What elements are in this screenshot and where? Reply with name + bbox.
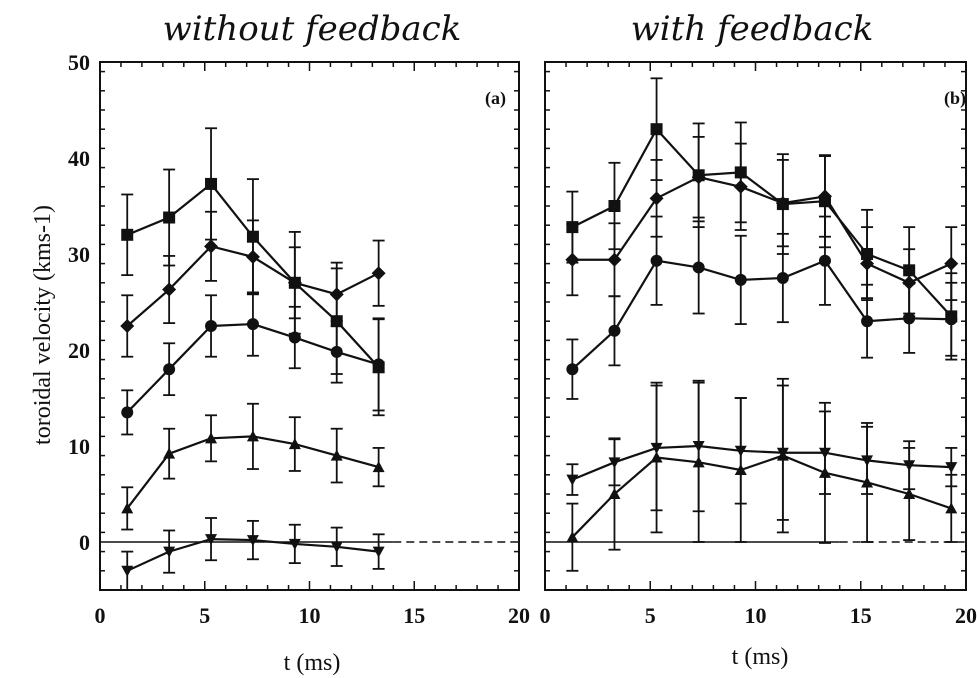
data-point-triangle-up [330,449,343,461]
data-point-circle [818,254,831,267]
data-point-triangle-up [608,488,621,499]
panel-a-plot: 0 5 10 15 20 0 10 20 30 40 50 [68,50,530,628]
data-point-circle [650,254,663,267]
data-point-circle [903,312,916,325]
data-point-diamond [817,189,832,204]
data-point-circle [776,272,789,284]
x-tick-label: 15 [403,603,425,628]
data-point-triangle-up [734,464,747,475]
y-tick-label: 0 [79,530,90,555]
y-tick-label: 10 [68,434,90,459]
panel-a-label: (a) [485,88,506,109]
data-point-circle [372,358,385,371]
x-tick-label: 5 [645,603,656,628]
data-point-circle [330,345,343,358]
data-point-triangle-up [945,502,958,514]
data-point-diamond [649,191,664,206]
data-point-circle [566,363,579,376]
data-point-square [205,177,218,190]
data-point-circle [861,315,874,328]
data-point-diamond [902,275,917,290]
series-line-circle [571,259,952,371]
data-point-triangle-down [566,474,579,486]
panel-a-x-axis-label: t (ms) [284,650,341,676]
data-point-diamond [162,282,177,297]
y-tick-label: 50 [68,50,90,75]
panel-b-x-axis-label: t (ms) [732,644,789,670]
panel-b-label: (b) [944,88,966,109]
data-point-circle [692,261,705,274]
y-tick-label: 40 [68,146,90,171]
data-point-triangle-up [205,432,218,444]
data-point-diamond [733,179,748,194]
x-tick-label: 0 [540,603,551,628]
data-point-triangle-up [903,488,916,499]
y-tick-label: 30 [68,242,90,267]
x-tick-label: 10 [299,603,321,628]
data-point-circle [734,273,747,286]
x-tick-label: 20 [508,603,530,628]
data-point-diamond [860,256,875,271]
data-point-circle [288,331,301,344]
x-tick-label: 0 [95,603,106,628]
series-line-triangle-up [571,454,952,538]
data-point-diamond [120,319,135,333]
data-point-diamond [565,252,580,267]
data-point-triangle-up [650,451,663,463]
data-point-triangle-down [163,546,176,558]
series-line-diamond [572,176,952,285]
data-point-diamond [944,256,959,271]
panel-a-title: without feedback [163,9,462,49]
data-point-triangle-down [205,534,218,546]
data-point-triangle-up [692,456,705,468]
x-tick-label: 15 [850,603,872,628]
y-tick-label: 20 [68,338,90,363]
data-point-triangle-up [121,502,134,514]
series-line-triangle-down [571,444,952,481]
data-point-circle [205,320,218,332]
x-tick-label: 5 [199,603,210,628]
data-point-diamond [775,196,790,211]
data-point-diamond [329,287,344,302]
x-tick-label: 10 [745,603,767,628]
data-point-square [121,228,134,241]
data-point-diamond [204,239,219,254]
data-point-triangle-up [861,476,874,488]
series-line-square [571,127,953,318]
data-point-square [163,211,176,224]
data-point-circle [945,313,958,326]
y-axis-label: toroidal velocity (kms-1) [30,205,56,445]
data-point-triangle-down [372,546,385,558]
data-point-circle [608,324,621,337]
panel-a-frame [99,61,520,591]
data-point-triangle-up [566,531,579,543]
x-tick-label: 20 [955,603,977,628]
data-point-circle [121,406,134,419]
data-point-diamond [607,252,622,267]
panel-b-title: with feedback [631,9,874,49]
data-point-triangle-down [945,462,958,474]
data-point-diamond [287,275,302,290]
panel-b-plot: 0 5 10 15 20 [540,61,977,628]
data-point-diamond [245,249,260,264]
data-point-triangle-up [288,438,301,450]
data-point-triangle-up [776,449,789,461]
data-point-diamond [371,266,386,281]
data-point-square [608,200,621,212]
data-point-circle [163,363,176,376]
data-point-triangle-down [121,565,134,577]
data-point-circle [246,318,259,331]
data-point-triangle-up [818,466,831,478]
data-point-triangle-down [288,538,301,550]
data-point-triangle-up [372,461,385,473]
data-point-square [650,123,663,136]
data-point-triangle-up [246,430,259,442]
data-point-triangle-down [330,541,343,553]
data-point-triangle-up [163,447,176,459]
data-point-triangle-down [246,535,259,547]
panel-b-frame [544,61,967,591]
data-point-diamond [691,170,706,185]
